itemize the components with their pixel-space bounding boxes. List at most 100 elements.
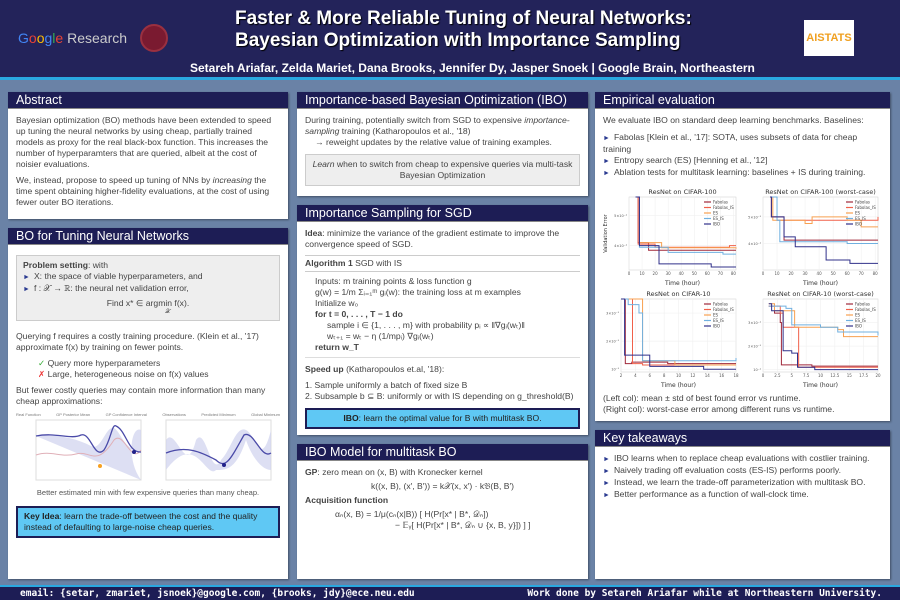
- x-tick-label: 17.5: [859, 373, 868, 378]
- legend-label: ES_IS: [713, 318, 724, 323]
- algorithm-body: Inputs: m training points & loss functio…: [305, 272, 580, 358]
- left-column: Abstract Bayesian optimization (BO) meth…: [8, 92, 288, 579]
- x-tick-label: 40: [679, 271, 685, 276]
- ibo-paragraph: During training, potentially switch from…: [305, 115, 570, 136]
- ibo-reweight-line: → reweight updates by the relative value…: [315, 137, 552, 147]
- gp-caption: Better estimated min with few expensive …: [36, 488, 260, 497]
- x-tick-label: 0: [762, 373, 765, 378]
- chart-title: ResNet on CIFAR-10: [646, 290, 710, 298]
- ibo-box: IBO: learn the optimal value for B with …: [305, 408, 580, 429]
- x-tick-label: 80: [873, 271, 879, 276]
- plot-area: [762, 196, 879, 271]
- footer-note: Work done by Setareh Ariafar while at No…: [527, 588, 882, 599]
- x-tick-label: 40: [817, 271, 823, 276]
- x-tick-label: 10: [676, 373, 682, 378]
- x-tick-label: 4: [634, 373, 637, 378]
- x-tick-label: 18: [733, 373, 739, 378]
- panel-title: Abstract: [8, 92, 288, 109]
- series-line-es_is: [621, 298, 737, 362]
- x-tick-label: 20: [875, 373, 881, 378]
- x-tick-label: 60: [705, 271, 711, 276]
- x-tick-label: 50: [692, 271, 698, 276]
- baseline-item: Entropy search (ES) [Henning et al., '12…: [603, 155, 882, 167]
- right-col-note: (Right col): worst-case error among diff…: [603, 404, 835, 414]
- results-chart: ResNet on CIFAR-10 2 4 6 8 10 12 14 16 18 3×10⁻¹ 2×…: [606, 290, 739, 389]
- x-tick-label: 0: [762, 271, 765, 276]
- legend-label: ES_IS: [713, 216, 724, 221]
- legend-label: Fabolas: [713, 200, 728, 205]
- abstract-panel: Abstract Bayesian optimization (BO) meth…: [8, 92, 288, 219]
- title-line-1: Faster & More Reliable Tuning of Neural …: [235, 8, 692, 29]
- bullet: X: the space of viable hyperparameters, …: [23, 271, 273, 283]
- legend-label: Fabolas_IS: [855, 307, 876, 312]
- y-axis-label: Validation Error: [603, 213, 609, 252]
- x-tick-label: 30: [666, 271, 672, 276]
- panel-title: Empirical evaluation: [595, 92, 890, 109]
- poster-title: Faster & More Reliable Tuning of Neural …: [235, 8, 692, 52]
- chart-title: ResNet on CIFAR-100: [648, 188, 716, 196]
- baseline-item: Fabolas [Klein et al., '17]: SOTA, uses …: [603, 132, 882, 155]
- abstract-p1: Bayesian optimization (BO) methods have …: [16, 115, 272, 169]
- ibo-panel: Importance-based Bayesian Optimization (…: [297, 92, 588, 196]
- panel-title: IBO Model for multitask BO: [297, 444, 588, 461]
- x-axis-label: Time (hour): [802, 382, 838, 389]
- middle-column: Importance-based Bayesian Optimization (…: [297, 92, 588, 579]
- x-tick-label: 8: [663, 373, 666, 378]
- legend-label: IBO: [713, 324, 720, 329]
- x-tick-label: 16: [719, 373, 725, 378]
- check-icon: ✓: [38, 358, 46, 368]
- ibo-model-panel: IBO Model for multitask BO GP: zero mean…: [297, 444, 588, 579]
- results-chart: ResNet on CIFAR-100 (worst-case) 0 10 20 30 4…: [748, 188, 879, 287]
- x-tick-label: 7.5: [803, 373, 810, 378]
- pro-item: Query more hyperparameters: [47, 358, 161, 368]
- baseline-item: Ablation tests for multitask learning: b…: [603, 167, 882, 179]
- series-line-ibo: [768, 303, 878, 371]
- poster-header: Google Research Faster & More Reliable T…: [0, 0, 900, 80]
- panel-title: Key takeaways: [595, 430, 890, 447]
- x-tick-label: 50: [831, 271, 837, 276]
- y-tick-label: 3×10⁻¹: [748, 321, 761, 325]
- y-tick-label: 5×10⁻¹: [748, 215, 761, 219]
- series-line-ibo: [635, 196, 736, 268]
- key-idea-box: Key Idea: learn the trade-off between th…: [16, 506, 280, 538]
- x-tick-label: 15: [847, 373, 853, 378]
- results-chart: ResNet on CIFAR-10 (worst-case) 0 2.5 5 7.5 1…: [748, 290, 881, 389]
- y-tick-label: 4×10⁻¹: [614, 244, 627, 248]
- panel-title: BO for Tuning Neural Networks: [8, 228, 288, 245]
- series-line-es_is: [770, 196, 878, 244]
- idea-text: Idea: minimize the variance of the gradi…: [305, 228, 560, 249]
- argmin-subscript: 𝒳: [165, 309, 171, 315]
- x-axis-label: Time (hour): [664, 280, 700, 287]
- results-charts: ResNet on CIFAR-100 0 10 20 30 40 50 60 70 80 5×10…: [603, 187, 882, 389]
- algorithm-header: Algorithm 1 SGD with IS: [305, 255, 580, 272]
- takeaway-item: Naively trading off evaluation costs (ES…: [603, 465, 882, 477]
- bo-paragraph: Querying f requires a costly training pr…: [16, 331, 259, 352]
- x-tick-label: 60: [845, 271, 851, 276]
- legend-label: IBO: [855, 222, 862, 227]
- footer-email: email: {setar, zmariet, jsnoek}@google.c…: [20, 588, 415, 599]
- x-tick-label: 80: [731, 271, 737, 276]
- y-tick-label: 10⁻¹: [753, 368, 761, 372]
- legend-label: ES: [713, 211, 719, 216]
- gp-text: GP: zero mean on (x, B) with Kronecker k…: [305, 467, 483, 477]
- poster-footer: email: {setar, zmariet, jsnoek}@google.c…: [0, 585, 900, 600]
- x-tick-label: 6: [648, 373, 651, 378]
- x-tick-label: 10: [818, 373, 824, 378]
- kernel-equation: k((x, B), (x′, B′)) = k𝒳(x, x′) · k𝔅(B, …: [371, 481, 514, 491]
- legend-label: IBO: [855, 324, 862, 329]
- results-chart: ResNet on CIFAR-100 0 10 20 30 40 50 60 70 80 5×10…: [603, 188, 737, 287]
- y-tick-label: 2×10⁻¹: [606, 340, 619, 344]
- x-tick-label: 12: [690, 373, 696, 378]
- problem-setting-box: Problem setting: with X: the space of vi…: [16, 255, 280, 321]
- x-axis-label: Time (hour): [802, 280, 838, 287]
- learn-box: Learn when to switch from cheap to expen…: [305, 154, 580, 186]
- chart-title: ResNet on CIFAR-100 (worst-case): [765, 188, 876, 196]
- series-line-ibo: [621, 298, 736, 370]
- x-tick-label: 12.5: [830, 373, 839, 378]
- aistats-logo: AISTATS: [804, 20, 854, 56]
- bo-paragraph-2: But fewer costly queries may contain mor…: [16, 385, 266, 406]
- title-line-2: Bayesian Optimization with Importance Sa…: [235, 30, 681, 51]
- right-column: Empirical evaluation We evaluate IBO on …: [595, 92, 890, 579]
- bullet: f : 𝒳 → ℝ: the neural net validation err…: [23, 283, 273, 295]
- con-item: Large, heterogeneous noise on f(x) value…: [47, 369, 209, 379]
